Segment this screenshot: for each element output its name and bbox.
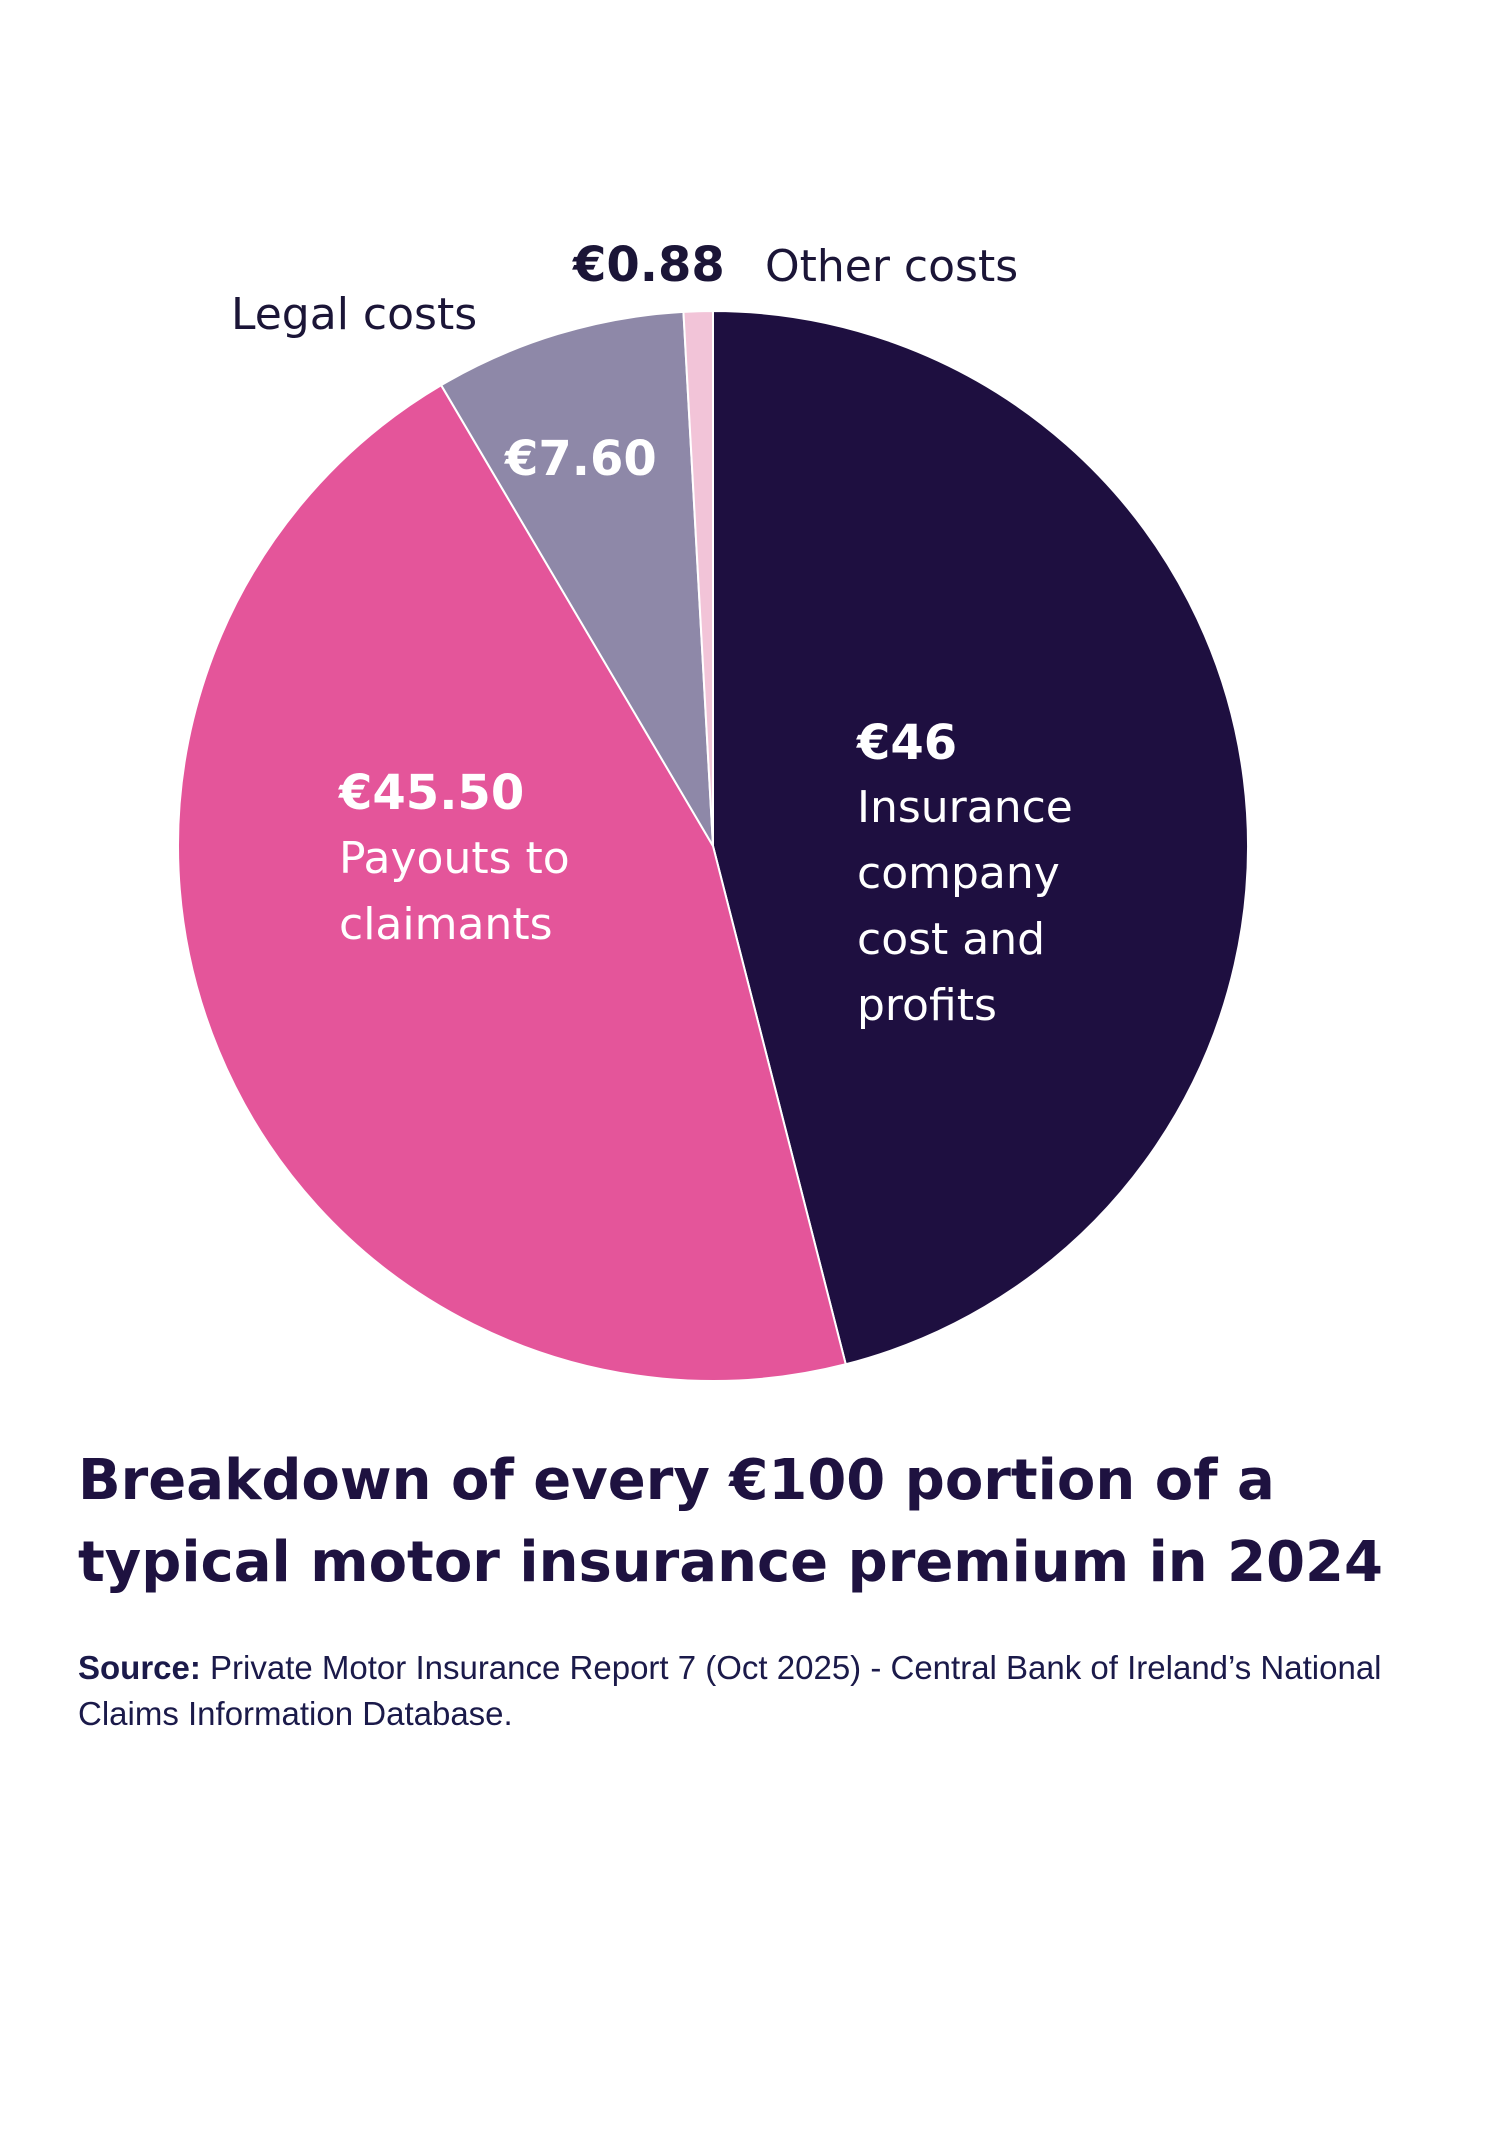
category-label: Payouts to claimants [339, 833, 570, 950]
value-label: €46 [857, 715, 958, 771]
source-note: Source: Private Motor Insurance Report 7… [78, 1645, 1438, 1737]
category-label: Insurance company cost and profits [857, 782, 1073, 1031]
value-label: €0.88 [573, 237, 725, 293]
pie-slice [439, 310, 714, 847]
pie-slice [682, 309, 714, 847]
source-label: Source: [78, 1649, 201, 1686]
source-text: Private Motor Insurance Report 7 (Oct 20… [78, 1649, 1382, 1732]
pie-slice [712, 309, 1250, 1366]
value-label: €45.50 [339, 765, 525, 821]
category-label: Other costs [765, 241, 1019, 292]
chart [176, 309, 1250, 1383]
value-label: €7.60 [505, 431, 657, 487]
pie-slice [176, 383, 847, 1383]
chart-title: Breakdown of every €100 portion of a typ… [78, 1448, 1383, 1595]
category-label: Legal costs [231, 289, 478, 340]
